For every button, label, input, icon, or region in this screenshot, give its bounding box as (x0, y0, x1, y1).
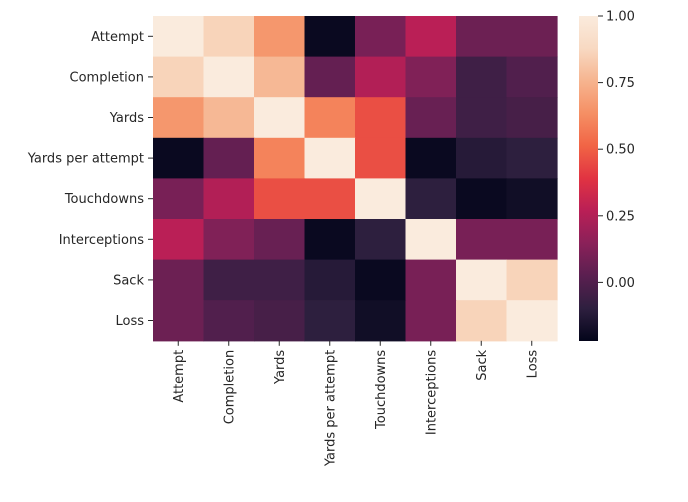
heatmap-cell-5-5 (405, 219, 457, 261)
heatmap-cell-3-3 (304, 137, 356, 179)
heatmap-cell-6-3 (304, 259, 356, 301)
heatmap-cell-3-2 (254, 137, 306, 179)
heatmap-cell-5-6 (456, 219, 508, 261)
heatmap-cell-5-4 (355, 219, 407, 261)
y-tick-label: Loss (115, 314, 144, 329)
colorbar-ticks: 0.00 0.25 0.50 0.75 1.00 (598, 10, 635, 291)
heatmap-cell-1-4 (355, 56, 407, 98)
heatmap-cell-0-5 (405, 16, 457, 58)
heatmap-cell-2-0 (153, 97, 205, 139)
x-tick-label: Touchdowns (374, 350, 389, 430)
heatmap-cell-1-3 (304, 56, 356, 98)
x-tick-label: Loss (525, 350, 540, 379)
heatmap-cell-3-6 (456, 137, 508, 179)
heatmap-cell-2-6 (456, 97, 508, 139)
heatmap-cell-4-7 (506, 178, 558, 220)
heatmap-cell-2-2 (254, 97, 306, 139)
heatmap-cell-5-7 (506, 219, 558, 261)
heatmap-cell-2-1 (203, 97, 255, 139)
y-tick-label: Attempt (91, 30, 144, 45)
heatmap-cell-0-6 (456, 16, 508, 58)
heatmap-cell-1-7 (506, 56, 558, 98)
heatmap-cell-1-5 (405, 56, 457, 98)
x-tick-label: Attempt (172, 350, 187, 403)
heatmap-cell-6-6 (456, 259, 508, 301)
heatmap-cell-0-1 (203, 16, 255, 58)
heatmap-cell-1-2 (254, 56, 306, 98)
y-tick-label: Sack (113, 273, 144, 288)
x-tick-label: Yards (273, 350, 288, 385)
heatmap-cell-6-2 (254, 259, 306, 301)
heatmap-cell-5-2 (254, 219, 306, 261)
heatmap-cell-4-0 (153, 178, 205, 220)
heatmap-cell-0-4 (355, 16, 407, 58)
heatmap-cell-4-4 (355, 178, 407, 220)
x-tick-label: Yards per attempt (323, 350, 338, 467)
x-tick-labels: Attempt Completion Yards Yards per attempt T… (172, 340, 540, 467)
heatmap-cell-7-3 (304, 300, 356, 342)
heatmap-cell-7-5 (405, 300, 457, 342)
heatmap-cell-7-0 (153, 300, 205, 342)
heatmap-cell-7-1 (203, 300, 255, 342)
heatmap-cell-1-6 (456, 56, 508, 98)
heatmap-cell-5-0 (153, 219, 205, 261)
heatmap-cell-2-4 (355, 97, 407, 139)
colorbar (579, 16, 598, 341)
colorbar-tick-label: 1.00 (606, 10, 635, 25)
heatmap-cell-1-0 (153, 56, 205, 98)
heatmap-cell-0-7 (506, 16, 558, 58)
heatmap-cell-1-1 (203, 56, 255, 98)
heatmap-cell-4-1 (203, 178, 255, 220)
heatmap-cell-4-2 (254, 178, 306, 220)
y-tick-label: Touchdowns (64, 192, 144, 207)
heatmap-cell-4-6 (456, 178, 508, 220)
y-tick-label: Yards per attempt (27, 152, 144, 167)
heatmap-cell-3-1 (203, 137, 255, 179)
colorbar-tick-label: 0.25 (606, 209, 635, 224)
heatmap-cell-6-7 (506, 259, 558, 301)
heatmap-cell-7-2 (254, 300, 306, 342)
heatmap-cell-7-7 (506, 300, 558, 342)
colorbar-tick-label: 0.50 (606, 143, 635, 158)
heatmap-cell-0-0 (153, 16, 205, 58)
heatmap-cell-6-4 (355, 259, 407, 301)
heatmap-cell-3-7 (506, 137, 558, 179)
x-tick-label: Sack (475, 349, 490, 380)
colorbar-tick-label: 0.75 (606, 76, 635, 91)
heatmap-cell-3-4 (355, 137, 407, 179)
heatmap-cell-3-0 (153, 137, 205, 179)
heatmap-cells (153, 16, 558, 342)
heatmap-cell-2-5 (405, 97, 457, 139)
heatmap-cell-2-3 (304, 97, 356, 139)
x-tick-label: Interceptions (424, 350, 439, 436)
heatmap-cell-7-4 (355, 300, 407, 342)
heatmap-cell-6-0 (153, 259, 205, 301)
heatmap-cell-3-5 (405, 137, 457, 179)
heatmap-cell-0-2 (254, 16, 306, 58)
heatmap-cell-5-1 (203, 219, 255, 261)
heatmap-cell-6-1 (203, 259, 255, 301)
y-tick-label: Yards (109, 111, 144, 126)
heatmap-cell-4-5 (405, 178, 457, 220)
heatmap-cell-5-3 (304, 219, 356, 261)
y-tick-label: Interceptions (59, 233, 145, 248)
heatmap-cell-4-3 (304, 178, 356, 220)
heatmap-cell-0-3 (304, 16, 356, 58)
heatmap-cell-2-7 (506, 97, 558, 139)
x-tick-label: Completion (222, 350, 237, 424)
y-tick-label: Completion (70, 70, 144, 85)
colorbar-tick-label: 0.00 (606, 276, 635, 291)
y-tick-labels: Attempt Completion Yards Yards per attempt T… (27, 30, 153, 329)
heatmap-cell-7-6 (456, 300, 508, 342)
heatmap-cell-6-5 (405, 259, 457, 301)
